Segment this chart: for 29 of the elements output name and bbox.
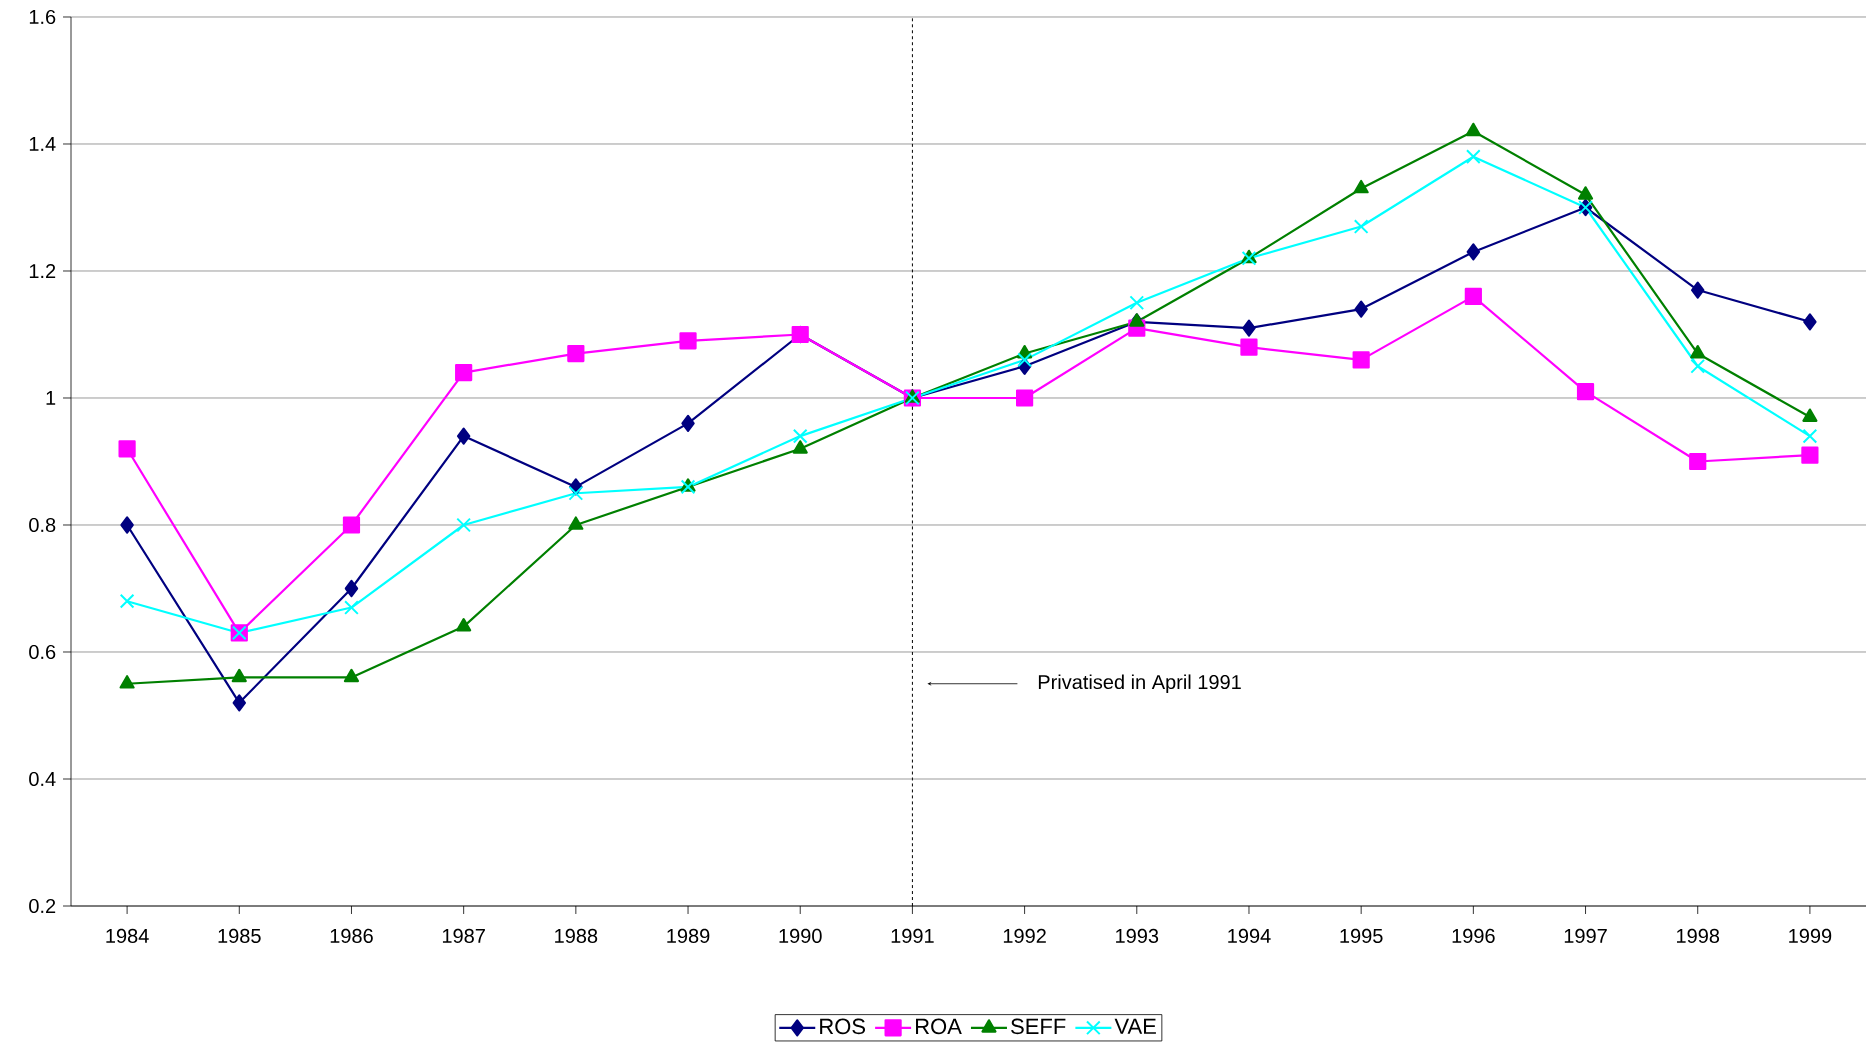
x-tick-label: 1987 (442, 928, 485, 944)
x-tick-label: 1986 (330, 928, 373, 944)
x-tick-label: 1995 (1340, 928, 1383, 944)
legend-label: SEFF (1011, 1018, 1066, 1035)
x-tick-label: 1989 (667, 928, 710, 944)
x-tick-label: 1999 (1789, 928, 1832, 944)
x-tick-label: 1994 (1228, 928, 1271, 944)
y-tick-label: 1.4 (29, 137, 56, 151)
x-tick-label: 1992 (1003, 928, 1046, 944)
y-tick-label: 1.2 (29, 264, 56, 278)
x-tick-label: 1984 (106, 928, 149, 944)
annotation: Privatised in April 1991 (1038, 674, 1241, 694)
x-tick-label: 1993 (1116, 928, 1159, 944)
x-tick-label: 1998 (1677, 928, 1720, 944)
y-tick-label: 0.6 (29, 644, 56, 660)
x-tick-label: 1997 (1564, 928, 1607, 944)
x-tick-label: 1985 (218, 928, 261, 944)
x-tick-label: 1990 (779, 928, 822, 944)
legend-label: ROA (916, 1018, 962, 1035)
x-tick-label: 1991 (891, 928, 934, 944)
x-tick-label: 1996 (1452, 928, 1495, 944)
legend-label: ROS (820, 1018, 866, 1035)
y-tick-label: 0.2 (29, 898, 56, 914)
y-tick-label: 1 (46, 391, 56, 405)
x-tick-label: 1988 (555, 928, 598, 944)
y-tick-label: 0.4 (29, 771, 56, 787)
legend-label: VAE (1114, 1018, 1156, 1034)
y-tick-label: 0.8 (29, 517, 56, 533)
y-tick-label: 1.6 (29, 9, 56, 25)
